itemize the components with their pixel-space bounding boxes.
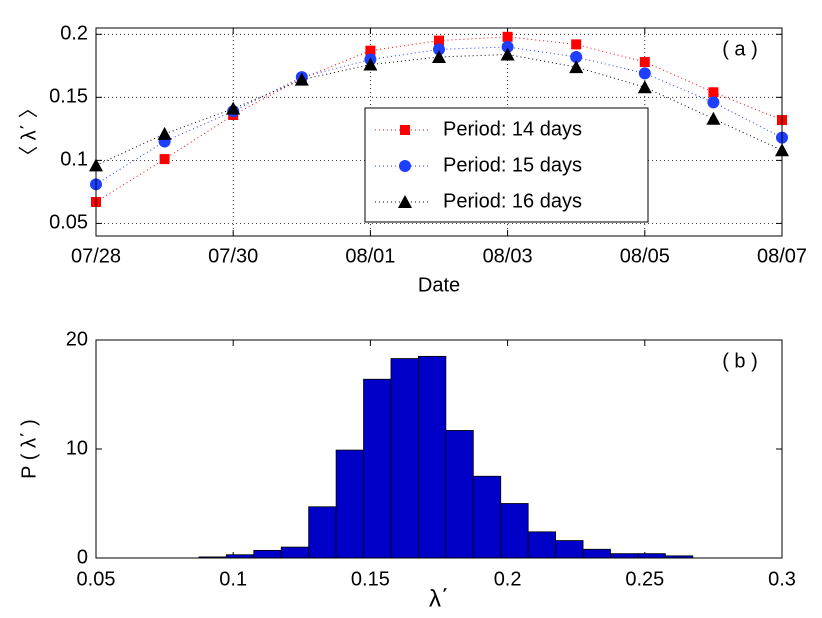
marker xyxy=(638,67,651,80)
x-axis-label: λ΄ xyxy=(429,585,449,612)
x-tick-label: 0.05 xyxy=(77,568,116,590)
bar xyxy=(582,548,611,559)
marker xyxy=(706,111,721,125)
y-axis-label: 〈 λ΄ 〉 xyxy=(18,98,40,166)
marker xyxy=(432,49,446,63)
x-tick-label: 08/07 xyxy=(757,245,807,267)
bar xyxy=(500,503,529,559)
legend-label: Period: 16 days xyxy=(443,190,582,212)
y-tick-label: 0.05 xyxy=(49,212,88,234)
annotation: ( a ) xyxy=(722,38,758,60)
y-tick-label: 10 xyxy=(66,437,88,459)
bar xyxy=(610,553,639,559)
marker xyxy=(433,43,445,56)
axes-frame xyxy=(95,339,783,559)
bar xyxy=(308,506,337,559)
y-tick-label: 0.15 xyxy=(49,86,88,108)
x-tick-label: 08/01 xyxy=(345,245,395,267)
marker xyxy=(639,57,650,68)
x-tick-label: 0.2 xyxy=(494,568,522,590)
marker xyxy=(571,39,582,50)
marker xyxy=(500,47,515,61)
x-tick-label: 0.3 xyxy=(768,568,796,590)
bar xyxy=(527,531,557,559)
bar xyxy=(637,553,666,559)
marker xyxy=(501,40,514,53)
marker xyxy=(363,57,378,71)
y-axis-label: P ( λ΄ ) xyxy=(18,419,40,479)
legend-label: Period: 15 days xyxy=(443,154,582,176)
legend-marker xyxy=(399,160,411,172)
bar xyxy=(390,358,419,559)
x-tick-label: 0.25 xyxy=(625,568,664,590)
x-axis-label: Date xyxy=(418,274,460,296)
x-tick-label: 08/03 xyxy=(483,245,533,267)
bar xyxy=(418,355,447,559)
x-tick-label: 0.15 xyxy=(351,568,390,590)
marker xyxy=(159,154,170,165)
marker xyxy=(434,35,444,46)
bar xyxy=(445,430,474,559)
bar xyxy=(253,549,282,559)
marker xyxy=(365,45,376,56)
marker xyxy=(708,87,719,98)
axes-frame xyxy=(95,27,783,237)
x-tick-label: 07/30 xyxy=(208,245,258,267)
y-tick-label: 20 xyxy=(66,328,88,350)
x-tick-label: 07/28 xyxy=(71,245,121,267)
y-tick-label: 0.2 xyxy=(60,23,88,45)
legend-marker xyxy=(398,195,412,208)
bar xyxy=(555,540,584,559)
series-line xyxy=(95,53,783,166)
marker xyxy=(707,96,720,109)
bar xyxy=(335,449,364,559)
y-tick-label: 0 xyxy=(77,546,88,568)
annotation: ( b ) xyxy=(722,350,758,372)
legend-marker xyxy=(400,125,410,135)
marker xyxy=(637,80,652,94)
x-tick-label: 08/05 xyxy=(620,245,670,267)
marker xyxy=(157,126,172,140)
marker xyxy=(569,60,584,74)
marker xyxy=(294,72,309,86)
bar xyxy=(472,475,502,559)
bar xyxy=(280,546,310,559)
bar xyxy=(363,378,392,559)
x-tick-label: 0.1 xyxy=(219,568,247,590)
marker xyxy=(226,101,241,115)
legend-box xyxy=(364,107,649,223)
marker xyxy=(570,50,583,63)
marker xyxy=(502,31,513,42)
y-tick-label: 0.1 xyxy=(60,149,88,171)
legend-label: Period: 14 days xyxy=(443,118,582,140)
